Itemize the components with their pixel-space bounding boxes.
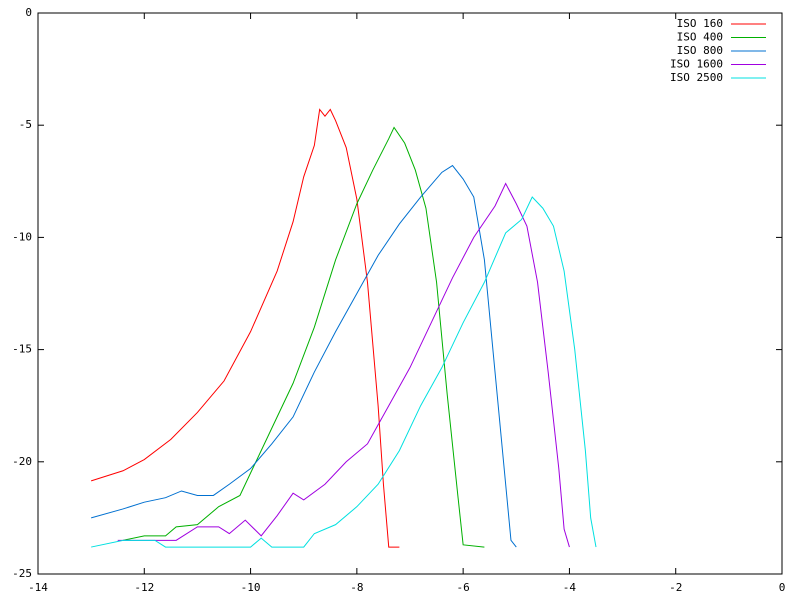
x-tick-label: 0 (779, 581, 786, 594)
x-tick-label: -8 (350, 581, 363, 594)
series-line (91, 196, 597, 548)
y-tick-label: -15 (12, 343, 32, 356)
y-tick-label: -5 (19, 118, 32, 131)
series-line (91, 164, 517, 548)
x-tick-label: -4 (563, 581, 577, 594)
series-line (117, 182, 570, 548)
legend-label: ISO 1600 (670, 58, 723, 71)
legend-label: ISO 800 (677, 44, 723, 57)
series-line (122, 126, 485, 548)
x-tick-label: -2 (669, 581, 682, 594)
y-tick-label: 0 (25, 6, 32, 19)
x-tick-label: -10 (241, 581, 261, 594)
x-tick-label: -6 (457, 581, 470, 594)
series-line (90, 108, 400, 548)
x-tick-label: -12 (134, 581, 154, 594)
y-tick-label: -20 (12, 455, 32, 468)
legend-label: ISO 2500 (670, 71, 723, 84)
legend-label: ISO 160 (677, 17, 723, 30)
legend-label: ISO 400 (677, 31, 723, 44)
x-tick-label: -14 (28, 581, 48, 594)
y-tick-label: -25 (12, 567, 32, 580)
y-tick-label: -10 (12, 230, 32, 243)
plot-frame (37, 12, 783, 575)
